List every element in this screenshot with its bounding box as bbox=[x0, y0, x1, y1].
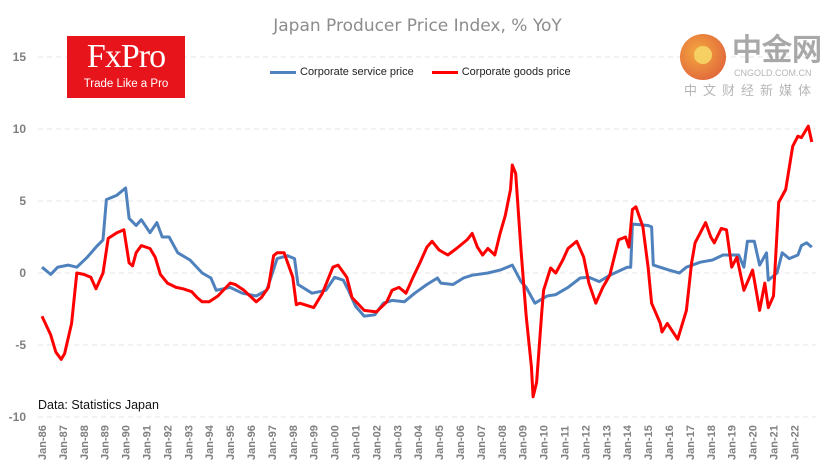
legend-item-service: Corporate service price bbox=[270, 66, 414, 78]
fxpro-logo: FxPro Trade Like a Pro bbox=[67, 36, 185, 98]
legend-label-service: Corporate service price bbox=[300, 66, 414, 78]
x-tick-label: Jan-19 bbox=[727, 425, 739, 460]
x-tick-label: Jan-05 bbox=[434, 425, 446, 460]
y-axis: 15 10 5 0 -5 -10 bbox=[9, 50, 27, 424]
x-tick-label: Jan-95 bbox=[225, 425, 237, 460]
x-tick-label: Jan-03 bbox=[392, 425, 404, 460]
cngold-watermark: 中金网 CNGOLD.COM.CN 中文财经新媒体 bbox=[680, 34, 830, 104]
x-tick-label: Jan-11 bbox=[560, 426, 572, 460]
legend-label-goods: Corporate goods price bbox=[461, 66, 571, 78]
x-tick-label: Jan-86 bbox=[37, 425, 49, 460]
x-tick-label: Jan-21 bbox=[769, 425, 781, 460]
watermark-name: 中金网 bbox=[732, 33, 822, 68]
x-tick-label: Jan-22 bbox=[789, 425, 801, 460]
x-tick-label: Jan-88 bbox=[79, 425, 91, 460]
x-tick-label: Jan-06 bbox=[455, 425, 467, 460]
legend-item-goods: Corporate goods price bbox=[431, 66, 571, 78]
legend-swatch-service bbox=[270, 70, 296, 74]
legend: Corporate service price Corporate goods … bbox=[270, 66, 589, 78]
series-line-goods-price bbox=[40, 124, 814, 399]
x-tick-label: Jan-96 bbox=[246, 425, 258, 460]
x-tick-label: Jan-10 bbox=[539, 425, 551, 460]
watermark-url: CNGOLD.COM.CN bbox=[734, 68, 812, 78]
x-tick-label: Jan-00 bbox=[330, 425, 342, 460]
y-tick-label: 15 bbox=[13, 50, 27, 64]
x-tick-label: Jan-87 bbox=[58, 425, 70, 460]
series-lines bbox=[40, 124, 814, 399]
x-tick-label: Jan-01 bbox=[351, 425, 363, 460]
x-tick-label: Jan-93 bbox=[183, 425, 195, 460]
data-source: Data: Statistics Japan bbox=[38, 398, 159, 412]
y-tick-label: -10 bbox=[9, 410, 27, 424]
x-tick-label: Jan-89 bbox=[100, 425, 112, 460]
y-tick-label: 5 bbox=[19, 194, 26, 208]
logo-brand: FxPro bbox=[86, 38, 166, 75]
x-tick-label: Jan-15 bbox=[643, 425, 655, 460]
x-tick-label: Jan-16 bbox=[664, 425, 676, 460]
chart-title: Japan Producer Price Index, % YoY bbox=[273, 16, 562, 36]
x-tick-label: Jan-18 bbox=[706, 425, 718, 460]
watermark-sub: 中文财经新媒体 bbox=[684, 84, 818, 99]
x-tick-label: Jan-94 bbox=[204, 424, 216, 460]
x-tick-label: Jan-13 bbox=[601, 425, 613, 460]
cngold-logo-icon bbox=[680, 34, 726, 80]
y-tick-label: -5 bbox=[15, 338, 26, 352]
x-tick-label: Jan-09 bbox=[518, 425, 530, 460]
x-tick-label: Jan-17 bbox=[685, 425, 697, 460]
x-tick-label: Jan-04 bbox=[413, 424, 425, 460]
series-line-service-price bbox=[41, 186, 813, 318]
x-tick-label: Jan-98 bbox=[288, 425, 300, 460]
x-tick-label: Jan-07 bbox=[476, 425, 488, 460]
logo-tagline: Trade Like a Pro bbox=[83, 78, 169, 90]
x-tick-label: Jan-08 bbox=[497, 425, 509, 460]
x-tick-label: Jan-02 bbox=[371, 425, 383, 460]
x-tick-label: Jan-99 bbox=[309, 425, 321, 460]
x-tick-label: Jan-12 bbox=[580, 425, 592, 460]
x-tick-label: Jan-14 bbox=[622, 424, 634, 460]
x-tick-label: Jan-92 bbox=[162, 425, 174, 460]
x-axis: Jan-86 Jan-87 Jan-88 Jan-89 Jan-90 Jan-91 Jan-… bbox=[37, 424, 801, 460]
x-tick-label: Jan-90 bbox=[121, 425, 133, 460]
x-tick-label: Jan-91 bbox=[142, 425, 154, 460]
y-tick-label: 0 bbox=[19, 266, 26, 280]
y-tick-label: 10 bbox=[13, 122, 27, 136]
legend-swatch-goods bbox=[431, 70, 458, 74]
x-tick-label: Jan-97 bbox=[267, 425, 279, 460]
x-tick-label: Jan-20 bbox=[748, 425, 760, 460]
